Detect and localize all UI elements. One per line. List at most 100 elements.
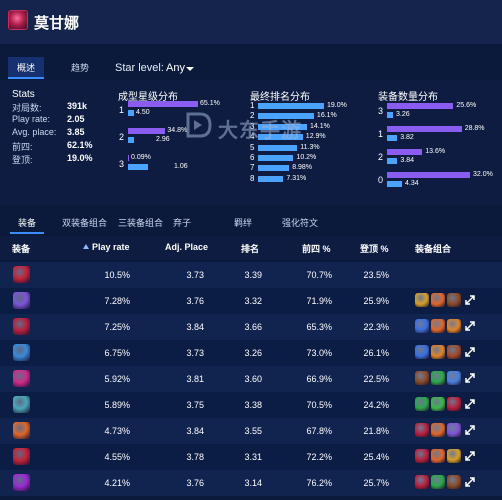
tab-double-item-combos[interactable]: 双装备组合 <box>62 218 108 228</box>
combo-item-icon[interactable] <box>447 371 461 385</box>
column-header-adj-place[interactable]: Adj. Place <box>165 242 209 252</box>
adj-place-cell: 3.78 <box>186 452 204 462</box>
combo-item-icon[interactable] <box>431 371 445 385</box>
combo-item-icon[interactable] <box>431 475 445 489</box>
tab-items[interactable]: 装备 <box>10 212 45 234</box>
item-icon[interactable] <box>13 292 30 309</box>
tab-traits[interactable]: 羁绊 <box>234 218 253 228</box>
expand-icon[interactable] <box>464 476 476 488</box>
combo-item-icon[interactable] <box>447 345 461 359</box>
combo-item-icon[interactable] <box>415 319 429 333</box>
adj-place-cell: 3.84 <box>186 322 204 332</box>
sort-ascending-icon[interactable] <box>83 244 89 249</box>
placement-value: 16.1% <box>316 112 337 120</box>
combo-item-icon[interactable] <box>431 423 445 437</box>
tab-trend[interactable]: 趋势 <box>71 63 90 73</box>
item-icon[interactable] <box>13 396 30 413</box>
tab-overview[interactable]: 概述 <box>8 57 45 79</box>
combo-item-icon[interactable] <box>415 449 429 463</box>
item-count-share-bar <box>387 149 423 155</box>
placement-label: 5 <box>250 142 255 152</box>
combo-item-icon[interactable] <box>415 293 429 307</box>
table-row[interactable]: 4.55% 3.78 3.31 72.2% 25.4% <box>0 444 502 470</box>
column-header-item-combos[interactable]: 装备组合 <box>415 244 452 254</box>
column-header-play-rate[interactable]: Play rate <box>83 242 130 252</box>
expand-icon[interactable] <box>464 346 476 358</box>
combo-item-icon[interactable] <box>431 345 445 359</box>
item-count-share-value: 13.6% <box>425 148 446 155</box>
table-row[interactable]: 5.92% 3.81 3.60 66.9% 22.5% <box>0 366 502 392</box>
item-count-label: 2 <box>378 152 384 162</box>
combo-item-icon[interactable] <box>431 293 445 307</box>
table-row[interactable]: 6.75% 3.73 3.26 73.0% 26.1% <box>0 340 502 366</box>
table-row[interactable]: 4.73% 3.84 3.55 67.8% 21.8% <box>0 418 502 444</box>
column-header-top4[interactable]: 前四 % <box>302 244 331 254</box>
table-row[interactable]: 5.89% 3.75 3.38 70.5% 24.2% <box>0 392 502 418</box>
expand-icon[interactable] <box>464 450 476 462</box>
item-icon[interactable] <box>13 318 30 335</box>
table-row[interactable]: 10.5% 3.73 3.39 70.7% 23.5% <box>0 262 502 288</box>
column-header-win[interactable]: 登顶 % <box>360 244 389 254</box>
stat-key: Play rate: <box>12 114 51 124</box>
stat-value: 62.1% <box>67 140 93 150</box>
item-icon[interactable] <box>13 370 30 387</box>
item-icon[interactable] <box>13 344 30 361</box>
top4-cell: 72.2% <box>306 452 332 462</box>
combo-item-icon[interactable] <box>431 449 445 463</box>
combo-item-icon[interactable] <box>447 293 461 307</box>
star-level-select[interactable]: Any <box>166 62 185 74</box>
item-count-share-value: 28.8% <box>464 125 485 132</box>
star-level-label: 2 <box>119 132 125 142</box>
win-rate-cell: 26.1% <box>363 348 389 358</box>
placement-label: 7 <box>250 163 255 173</box>
combo-item-icon[interactable] <box>415 423 429 437</box>
expand-icon[interactable] <box>464 424 476 436</box>
item-count-avg-place-value: 3.82 <box>400 134 414 141</box>
tab-triple-item-combos[interactable]: 三装备组合 <box>118 218 164 228</box>
combo-item-icon[interactable] <box>431 319 445 333</box>
item-icon[interactable] <box>13 422 30 439</box>
adj-place-cell: 3.73 <box>186 348 204 358</box>
item-icon[interactable] <box>13 474 30 491</box>
star-avg-place-bar <box>128 164 149 170</box>
expand-icon[interactable] <box>464 320 476 332</box>
combo-item-icon[interactable] <box>415 475 429 489</box>
combo-item-icon[interactable] <box>447 397 461 411</box>
combo-item-icon[interactable] <box>447 423 461 437</box>
column-header-rank[interactable]: 排名 <box>241 244 260 254</box>
top4-cell: 73.0% <box>306 348 332 358</box>
item-count-label: 1 <box>378 129 384 139</box>
table-row[interactable]: 7.28% 3.76 3.32 71.9% 25.9% <box>0 288 502 314</box>
table-header: 装备 Play rate Adj. Place 排名 前四 % 登顶 % 装备组… <box>0 236 502 260</box>
stat-key: 登顶: <box>12 155 33 165</box>
placement-distribution-title: 最终排名分布 <box>250 92 310 103</box>
stat-key: 对局数: <box>12 103 42 113</box>
placement-label: 3 <box>250 121 255 131</box>
win-rate-cell: 25.9% <box>363 296 389 306</box>
column-header-item[interactable]: 装备 <box>12 244 31 254</box>
expand-icon[interactable] <box>464 372 476 384</box>
top4-cell: 70.5% <box>306 400 332 410</box>
combo-item-icon[interactable] <box>447 449 461 463</box>
expand-icon[interactable] <box>464 398 476 410</box>
combo-item-icon[interactable] <box>415 371 429 385</box>
item-icon[interactable] <box>13 266 30 283</box>
combo-item-icon[interactable] <box>415 345 429 359</box>
chevron-down-icon[interactable] <box>186 67 194 71</box>
stat-row: Avg. place: 3.85 <box>12 127 112 138</box>
item-icon[interactable] <box>13 448 30 465</box>
combo-item-icon[interactable] <box>447 475 461 489</box>
star-share-bar <box>128 155 129 161</box>
combo-item-icon[interactable] <box>447 319 461 333</box>
expand-icon[interactable] <box>464 294 476 306</box>
adj-place-cell: 3.73 <box>186 270 204 280</box>
tab-augments[interactable]: 强化符文 <box>282 218 319 228</box>
tab-discards[interactable]: 弃子 <box>173 218 192 228</box>
item-count-share-bar <box>387 126 462 132</box>
combo-item-icon[interactable] <box>415 397 429 411</box>
star-distribution-title: 成型星级分布 <box>118 92 178 103</box>
combo-item-icon[interactable] <box>431 397 445 411</box>
placement-value: 11.3% <box>300 143 320 151</box>
table-row[interactable]: 7.25% 3.84 3.66 65.3% 22.3% <box>0 314 502 340</box>
table-row[interactable]: 4.21% 3.76 3.14 76.2% 25.7% <box>0 470 502 496</box>
